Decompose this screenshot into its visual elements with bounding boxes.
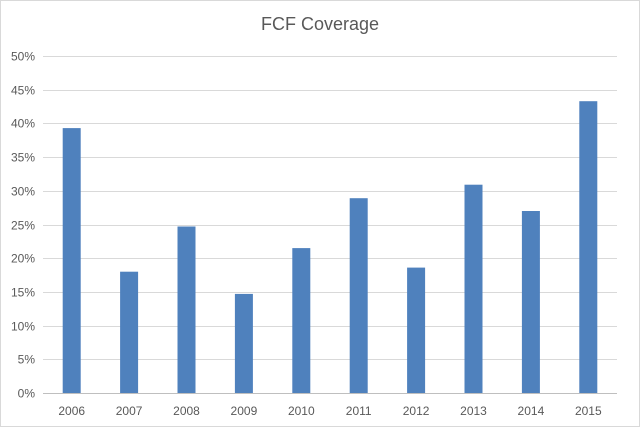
y-tick-label: 15% <box>11 286 35 300</box>
bar-2009 <box>234 293 253 393</box>
y-tick-label: 0% <box>18 387 36 401</box>
x-tick-label: 2008 <box>173 404 200 418</box>
bars <box>62 101 598 393</box>
bar-2012 <box>407 267 426 393</box>
gridlines <box>43 56 617 360</box>
x-tick-label: 2014 <box>518 404 545 418</box>
y-tick-label: 40% <box>11 117 35 131</box>
bar-2014 <box>521 211 540 393</box>
y-tick-label: 30% <box>11 185 35 199</box>
bar-2007 <box>120 271 139 393</box>
bar-2010 <box>292 248 311 393</box>
y-tick-label: 45% <box>11 84 35 98</box>
y-tick-label: 50% <box>11 50 35 64</box>
x-tick-label: 2013 <box>460 404 487 418</box>
bar-2015 <box>579 101 598 393</box>
x-tick-label: 2011 <box>346 404 372 418</box>
tick-labels: 0% 5% 10% 15% 20% 25% 30% 35% 40% 45% 50% 2006 2007 2… <box>11 50 602 419</box>
x-tick-label: 2012 <box>403 404 430 418</box>
chart-title: FCF Coverage <box>260 14 380 34</box>
x-tick-label: 2009 <box>231 404 258 418</box>
bar-2006 <box>62 128 81 393</box>
x-tick-label: 2006 <box>58 404 85 418</box>
bar-2011 <box>349 198 368 393</box>
x-tick-label: 2007 <box>116 404 143 418</box>
y-tick-label: 20% <box>11 252 35 266</box>
bar-2013 <box>464 184 483 393</box>
y-tick-label: 25% <box>11 219 35 233</box>
y-tick-label: 5% <box>18 353 36 367</box>
y-tick-label: 35% <box>11 151 35 165</box>
y-tick-label: 10% <box>11 320 35 334</box>
x-tick-label: 2010 <box>288 404 315 418</box>
bar-2008 <box>177 226 196 393</box>
x-tick-label: 2015 <box>575 404 602 418</box>
